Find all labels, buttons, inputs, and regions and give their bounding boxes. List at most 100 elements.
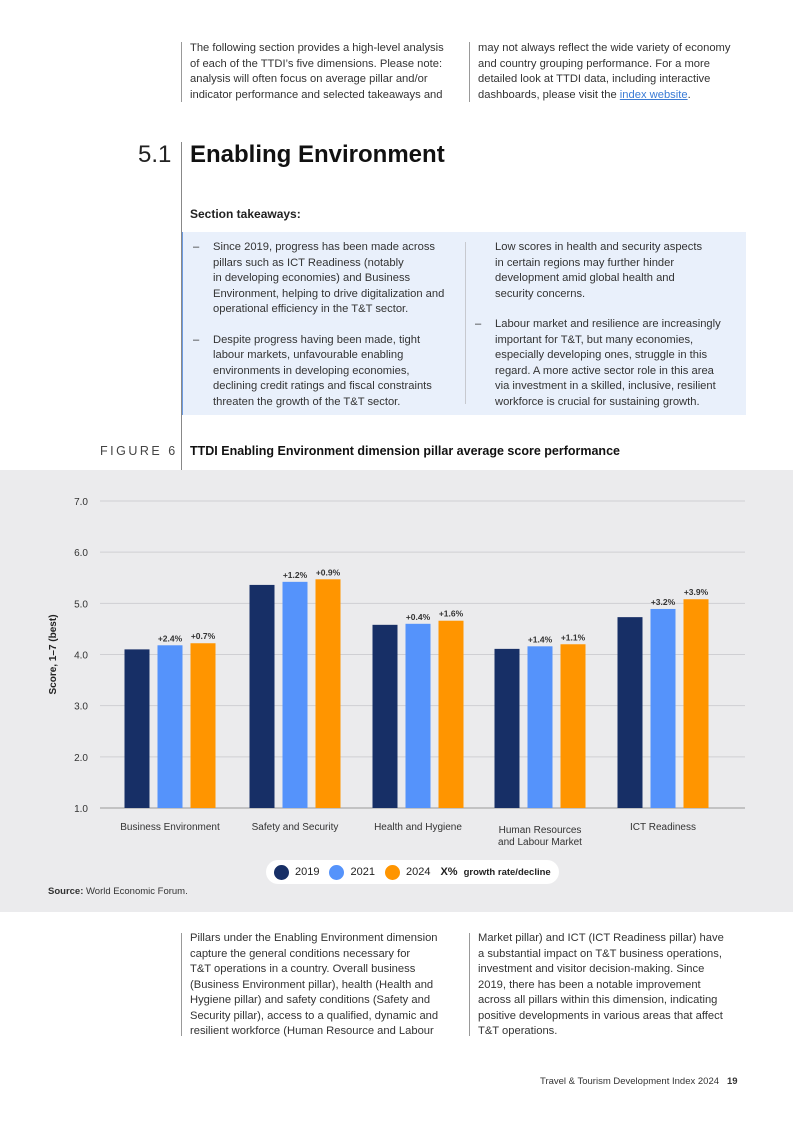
bar-2019 <box>124 649 150 808</box>
bar-2019 <box>494 648 520 808</box>
legend-label: 2019 <box>295 866 320 878</box>
text-line: detailed look at TTDI data, including in… <box>478 73 711 85</box>
growth-label: +2.4% <box>158 633 183 643</box>
bar-chart: 1.0 2.0 3.0 4.0 5.0 6.0 7.0 Score, 1–7 (best) +2… <box>48 497 745 848</box>
bar-2021 <box>650 608 676 808</box>
body-left: Pillars under the Enabling Environment d… <box>190 931 465 1040</box>
chart-legend: 2019 2021 2024 X% growth rate/decline <box>266 860 559 884</box>
x-tick-label: Health and Hygiene <box>374 822 462 833</box>
index-website-link[interactable]: index website <box>619 88 688 101</box>
takeaway-item: – Despite progress having been made, tigh… <box>183 333 465 411</box>
text-line: Despite progress having been made, tight <box>213 333 421 346</box>
bar-2021 <box>282 581 308 808</box>
text-line: regard. A more active sector role in thi… <box>495 364 714 377</box>
footer-title: Travel & Tourism Development Index 2024 <box>540 1076 720 1087</box>
legend-note-symbol: X% <box>440 866 458 878</box>
growth-label: +3.2% <box>651 597 676 607</box>
text-line: T&T operations in a country. Overall bus… <box>190 963 416 975</box>
y-tick-label: 7.0 <box>74 497 88 508</box>
text-line: in developing economies) and Business <box>213 272 411 284</box>
section-number: 5.1 <box>138 141 172 168</box>
y-tick-label: 6.0 <box>74 548 88 559</box>
takeaway-item: – Since 2019, progress has been made acro… <box>183 240 465 318</box>
text-line: Environment, helping to drive digitaliza… <box>213 287 445 300</box>
growth-label: +1.4% <box>528 634 553 644</box>
figure-title: TTDI Enabling Environment dimension pill… <box>190 444 620 458</box>
bar-2024 <box>683 599 709 808</box>
column-rule <box>181 42 182 102</box>
takeaways-left: – Since 2019, progress has been made acro… <box>183 240 465 425</box>
text-line: investment and visitor decision-making. … <box>478 963 705 975</box>
bar-2021 <box>405 623 431 808</box>
text-line: in certain regions may further hinder <box>495 256 675 269</box>
legend-label: 2021 <box>350 866 375 878</box>
bar-2019 <box>617 617 643 808</box>
bar-2024 <box>438 620 464 808</box>
legend-swatch <box>274 864 289 880</box>
text-line: via investment in a skilled, inclusive, … <box>495 380 716 392</box>
text-line: Since 2019, progress has been made acros… <box>213 241 436 253</box>
text-line: especially developing ones, struggle in … <box>495 349 708 361</box>
dash-bullet: – <box>193 241 200 253</box>
text-line: important for T&T, but many economies, <box>495 333 694 346</box>
y-tick-label: 5.0 <box>74 599 88 610</box>
text-line: resilient workforce (Human Resource and … <box>190 1025 434 1037</box>
text-line: a substantial impact on T&T business ope… <box>478 947 722 960</box>
body-right: Market pillar) and ICT (ICT Readiness pi… <box>478 931 753 1040</box>
text-line: capture the general conditions necessary… <box>190 947 411 960</box>
intro-text: . <box>687 88 691 101</box>
intro-left: The following section provides a high-le… <box>190 41 465 103</box>
growth-label: +1.6% <box>439 609 464 619</box>
growth-label: +1.1% <box>561 632 586 642</box>
text-line: across all pillars within this dimension… <box>478 994 718 1006</box>
bar-2021 <box>527 646 553 808</box>
bar-2024 <box>190 643 216 808</box>
legend-swatch <box>329 864 345 880</box>
dash-bullet: – <box>475 318 482 330</box>
text-line: workforce is crucial for sustaining grow… <box>495 395 700 408</box>
takeaways-right: Low scores in health and security aspect… <box>465 240 746 425</box>
legend-note: growth rate/decline <box>463 866 551 878</box>
text-line: (Business Environment pillar), health (H… <box>190 978 434 991</box>
bar-2021 <box>157 645 183 808</box>
column-rule <box>181 933 182 1036</box>
text-line: positive developments in various areas t… <box>478 1009 723 1022</box>
legend-label: 2024 <box>405 866 431 878</box>
text-line: The following section provides a high-le… <box>190 42 444 54</box>
source-text: World Economic Forum. <box>83 886 188 897</box>
growth-label: +0.4% <box>406 612 431 622</box>
page-number: 19 <box>726 1076 738 1087</box>
column-rule <box>469 933 470 1036</box>
intro-text: dashboards, please visit the <box>478 88 620 101</box>
text-line: Hygiene pillar) and safety conditions (S… <box>190 994 431 1006</box>
text-line: Market pillar) and ICT (ICT Readiness pi… <box>478 932 724 944</box>
y-tick-label: 1.0 <box>74 804 88 815</box>
text-line: security concerns. <box>495 287 586 300</box>
text-line: development amid global health and <box>495 272 675 284</box>
text-line: may not always reflect the wide variety … <box>478 42 731 54</box>
text-line: threaten the growth of the T&T sector. <box>213 395 401 408</box>
text-line: 2019, there has been a notable improveme… <box>478 978 701 991</box>
text-line: T&T operations. <box>478 1025 558 1037</box>
column-rule <box>465 242 466 404</box>
y-tick-label: 4.0 <box>74 651 88 662</box>
takeaway-item: – Labour market and resilience are increa… <box>465 317 746 410</box>
x-tick-label: Human Resources <box>499 825 582 836</box>
text-line: operational efficiency in the T&T sector… <box>213 303 409 315</box>
intro-right: may not always reflect the wide variety … <box>478 41 753 103</box>
x-tick-label: Business Environment <box>120 822 220 833</box>
y-tick-label: 3.0 <box>74 702 88 713</box>
bar-2024 <box>560 644 586 808</box>
y-axis-label: Score, 1–7 (best) <box>48 614 59 694</box>
legend-swatch <box>384 864 400 880</box>
section-title: Enabling Environment <box>190 141 445 168</box>
growth-label: +1.2% <box>283 570 308 580</box>
text-line: declining credit ratings and fiscal cons… <box>213 380 432 392</box>
text-line: labour markets, unfavourable enabling <box>213 349 404 361</box>
page-footer: Travel & Tourism Development Index 2024 … <box>540 1076 738 1087</box>
text-line: indicator performance and selected takea… <box>190 88 443 101</box>
source-note: Source: World Economic Forum. <box>48 886 188 897</box>
takeaways-box: – Since 2019, progress has been made acro… <box>182 232 746 415</box>
bar-2019 <box>249 584 275 808</box>
bar-2019 <box>372 624 398 808</box>
